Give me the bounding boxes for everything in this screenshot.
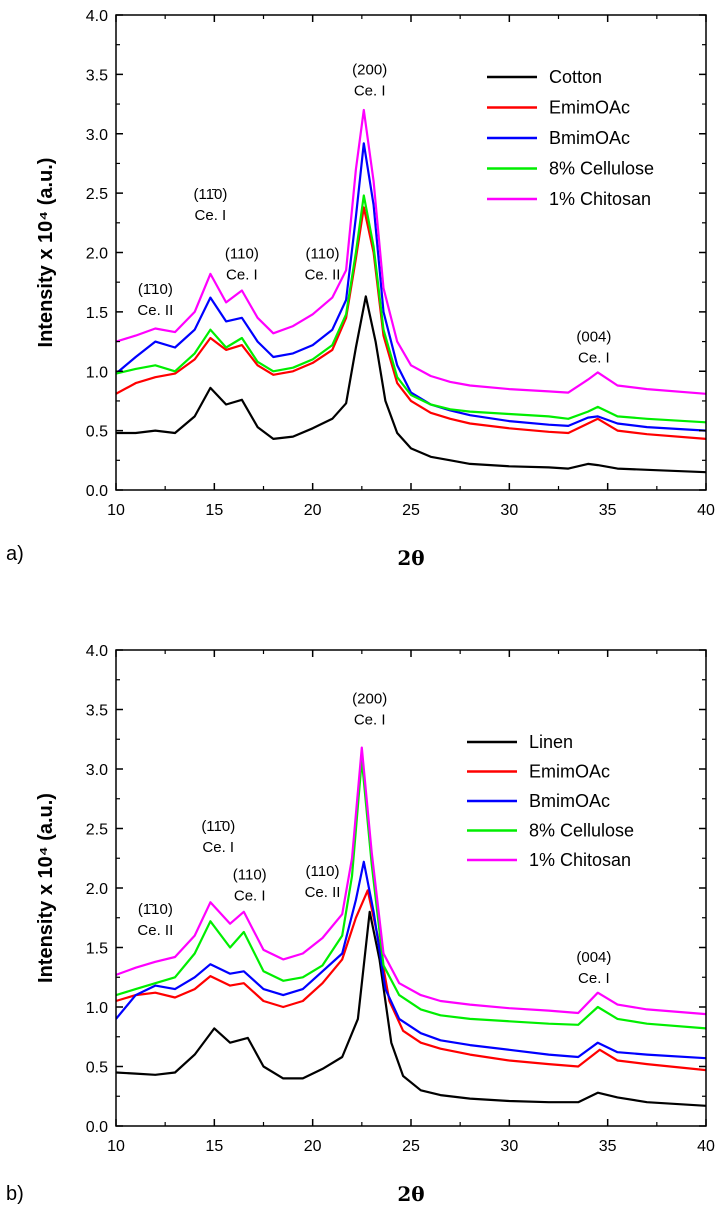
legend-label: 8% Cellulose	[529, 821, 634, 841]
x-tick-label: 40	[697, 502, 715, 519]
plot-frame	[115, 649, 707, 1127]
annotations: (1̄10) Ce. II (11̄0) Ce. I (110) Ce. I (110) Ce…	[137, 61, 611, 366]
y-tick-label: 3.0	[86, 127, 108, 144]
legend-label: BmimOAc	[529, 791, 610, 811]
peak-annotation-index: (1̄10)	[138, 901, 173, 918]
y-tick-label: 0.0	[86, 483, 108, 500]
y-tick-label: 4.0	[86, 643, 108, 660]
x-axis-title: 2θ	[397, 1182, 424, 1206]
series-line-1	[116, 910, 706, 1107]
y-tick-label: 0.0	[86, 1119, 108, 1136]
legend-label: 1% Chitosan	[529, 850, 631, 870]
peak-annotation-phase: Ce. I	[234, 888, 266, 905]
series-line-3	[116, 860, 706, 1060]
x-tick-label: 30	[500, 1138, 518, 1155]
legend-label: Cotton	[549, 67, 602, 87]
x-axis-title: 2θ	[397, 546, 424, 570]
x-tick-label: 35	[599, 502, 617, 519]
peak-annotation-index: (110)	[306, 245, 340, 262]
chart-panel-2: 10 15 20 25 30 35 40 0.0 0.5 1.0 1.5 2.0 2.5 3.0 3.5 4.…	[6, 643, 715, 1206]
peak-annotation-index: (200)	[352, 61, 387, 78]
legend-label: BmimOAc	[549, 128, 630, 148]
y-tick-label: 3.5	[86, 703, 108, 720]
legend-label: EmimOAc	[549, 98, 630, 118]
series-line-1	[116, 295, 706, 474]
y-tick-label: 0.5	[86, 424, 108, 441]
legend-label: 8% Cellulose	[549, 159, 654, 179]
y-tick-label: 2.0	[86, 881, 108, 898]
x-tick-label: 30	[500, 502, 518, 519]
peak-annotation-phase: Ce. I	[354, 712, 386, 729]
peak-annotation-index: (110)	[233, 867, 267, 884]
series-line-5	[116, 746, 706, 1016]
peak-annotation-phase: Ce. I	[195, 207, 227, 224]
peak-annotation-phase: Ce. II	[305, 884, 341, 901]
legend: Linen EmimOAc BmimOAc 8% Cellulose 1% Chitos…	[467, 732, 634, 870]
x-tick-label: 25	[402, 1138, 420, 1155]
peak-annotation-index: (200)	[352, 691, 387, 708]
y-axis-title: Intensity x 10⁴ (a.u.)	[35, 793, 57, 983]
peak-annotation-index: (11̄0)	[193, 186, 227, 203]
peak-annotation-index: (004)	[576, 949, 611, 966]
peak-annotation-index: (1̄10)	[138, 281, 173, 298]
y-tick-label: 1.0	[86, 364, 108, 381]
series-line-2	[116, 206, 706, 440]
legend-label: 1% Chitosan	[549, 189, 651, 209]
peak-annotation-index: (110)	[225, 245, 259, 262]
peak-annotation-index: (004)	[576, 329, 611, 346]
peak-annotation-phase: Ce. I	[578, 970, 610, 987]
series-line-2	[116, 889, 706, 1072]
series-line-4	[116, 194, 706, 424]
series-group	[116, 108, 706, 474]
peak-annotation-phase: Ce. I	[202, 839, 234, 856]
y-tick-label: 3.0	[86, 762, 108, 779]
legend-label: EmimOAc	[529, 762, 610, 782]
panel-label: b)	[6, 1183, 24, 1205]
series-group	[116, 746, 706, 1107]
series-line-3	[116, 142, 706, 432]
x-tick-label: 20	[304, 1138, 322, 1155]
y-tick-label: 1.5	[86, 305, 108, 322]
chart-panel-1: 10 15 20 25 30 35 40 0.0 0.5 1.0 1.5 2.0 2.5 3.0 3.5 4.…	[6, 8, 715, 570]
x-tick-label: 20	[304, 502, 322, 519]
peak-annotation-index: (11̄0)	[201, 818, 235, 835]
panel-label: a)	[6, 543, 24, 565]
y-tick-label: 2.0	[86, 246, 108, 263]
x-tick-label: 10	[107, 1138, 125, 1155]
x-tick-label: 40	[697, 1138, 715, 1155]
y-tick-label: 0.5	[86, 1060, 108, 1077]
x-tick-label: 10	[107, 502, 125, 519]
peak-annotation-phase: Ce. I	[226, 266, 258, 283]
y-tick-label: 4.0	[86, 8, 108, 25]
legend-label: Linen	[529, 732, 573, 752]
y-tick-label: 2.5	[86, 186, 108, 203]
y-tick-label: 1.0	[86, 1000, 108, 1017]
x-tick-label: 35	[599, 1138, 617, 1155]
peak-annotation-phase: Ce. II	[137, 302, 173, 319]
peak-annotation-index: (110)	[306, 863, 340, 880]
y-tick-label: 3.5	[86, 67, 108, 84]
x-tick-label: 15	[205, 1138, 223, 1155]
legend: Cotton EmimOAc BmimOAc 8% Cellulose 1% Chito…	[487, 67, 654, 209]
peak-annotation-phase: Ce. I	[354, 82, 386, 99]
y-tick-label: 1.5	[86, 941, 108, 958]
y-tick-label: 2.5	[86, 822, 108, 839]
series-line-5	[116, 108, 706, 395]
peak-annotation-phase: Ce. II	[137, 922, 173, 939]
plot-frame	[115, 14, 707, 491]
x-tick-label: 25	[402, 502, 420, 519]
peak-annotation-phase: Ce. I	[578, 350, 610, 367]
x-tick-label: 15	[205, 502, 223, 519]
y-axis-title: Intensity x 10⁴ (a.u.)	[35, 158, 57, 348]
peak-annotation-phase: Ce. II	[305, 266, 341, 283]
annotations: (1̄10) Ce. II (11̄0) Ce. I (110) Ce. I (110) Ce…	[137, 691, 611, 987]
series-line-4	[116, 758, 706, 1030]
